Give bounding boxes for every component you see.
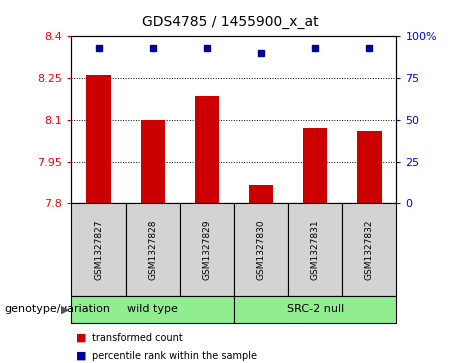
Text: percentile rank within the sample: percentile rank within the sample — [92, 351, 257, 361]
Text: GSM1327828: GSM1327828 — [148, 219, 157, 280]
Bar — [357, 131, 382, 203]
Bar — [141, 120, 165, 203]
Bar — [249, 185, 273, 203]
Text: transformed count: transformed count — [92, 333, 183, 343]
Text: ▶: ▶ — [61, 305, 69, 314]
Text: GSM1327830: GSM1327830 — [256, 219, 266, 280]
Text: wild type: wild type — [127, 305, 178, 314]
Bar — [303, 128, 327, 203]
Bar — [86, 75, 111, 203]
Text: GSM1327831: GSM1327831 — [311, 219, 320, 280]
Text: GDS4785 / 1455900_x_at: GDS4785 / 1455900_x_at — [142, 15, 319, 29]
Text: GSM1327829: GSM1327829 — [202, 219, 212, 280]
Bar — [195, 96, 219, 203]
Text: SRC-2 null: SRC-2 null — [287, 305, 344, 314]
Text: ■: ■ — [76, 333, 87, 343]
Text: ■: ■ — [76, 351, 87, 361]
Text: genotype/variation: genotype/variation — [5, 305, 111, 314]
Text: GSM1327827: GSM1327827 — [94, 219, 103, 280]
Text: GSM1327832: GSM1327832 — [365, 219, 374, 280]
